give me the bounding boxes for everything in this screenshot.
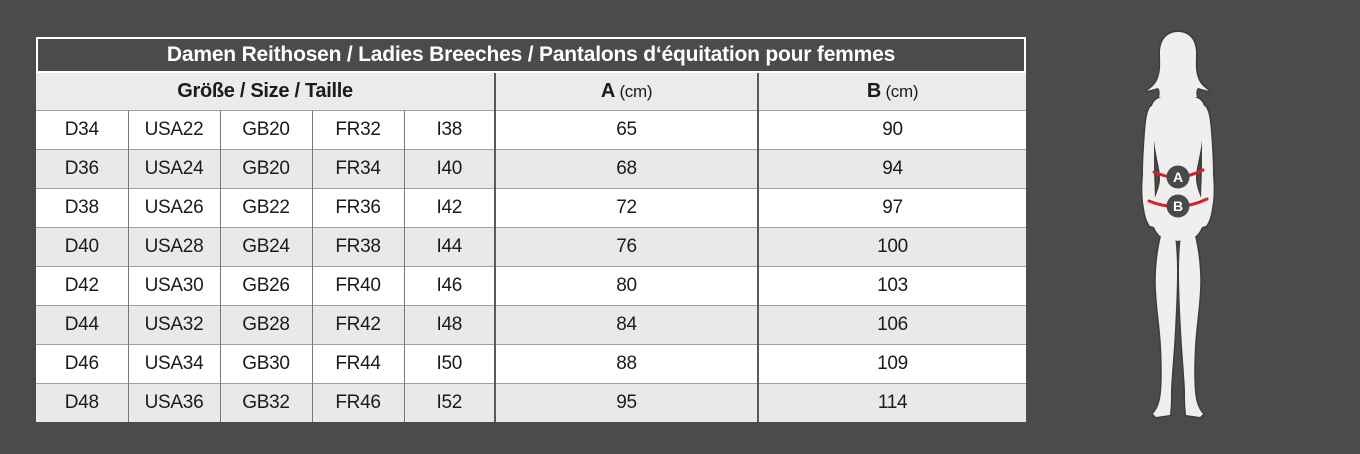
cell-size-fr: FR46 — [312, 383, 405, 422]
cell-measure-b: 100 — [757, 227, 1027, 267]
marker-a-circle — [1166, 165, 1190, 189]
cell-size-gb: GB32 — [220, 383, 313, 422]
cell-size-fr: FR42 — [312, 305, 405, 345]
cell-size-i: I38 — [404, 110, 496, 150]
cell-size-i: I44 — [404, 227, 496, 267]
cell-size-gb: GB30 — [220, 344, 313, 384]
cell-size-usa: USA36 — [128, 383, 221, 422]
cell-size-usa: USA22 — [128, 110, 221, 150]
cell-size-gb: GB26 — [220, 266, 313, 306]
cell-size-usa: USA24 — [128, 149, 221, 189]
cell-size-gb: GB24 — [220, 227, 313, 267]
cell-measure-a: 84 — [494, 305, 759, 345]
table-row: D42 USA30 GB26 FR40 I46 80 103 — [36, 266, 1027, 306]
cell-size-d: D42 — [36, 266, 129, 306]
cell-size-fr: FR36 — [312, 188, 405, 228]
table-row: D44 USA32 GB28 FR42 I48 84 106 — [36, 305, 1027, 345]
cell-measure-a: 95 — [494, 383, 759, 422]
cell-size-usa: USA34 — [128, 344, 221, 384]
cell-size-fr: FR34 — [312, 149, 405, 189]
cell-size-d: D36 — [36, 149, 129, 189]
cell-measure-a: 68 — [494, 149, 759, 189]
header-size-group: Größe / Size / Taille — [36, 73, 496, 111]
header-row: Größe / Size / Taille A (cm) B (cm) — [36, 73, 1027, 111]
table-row: D48 USA36 GB32 FR46 I52 95 114 — [36, 383, 1027, 422]
size-table: Größe / Size / Taille A (cm) B (cm) D34 … — [36, 73, 1027, 422]
cell-size-gb: GB20 — [220, 110, 313, 150]
cell-size-d: D46 — [36, 344, 129, 384]
cell-size-fr: FR38 — [312, 227, 405, 267]
header-measure-a: A (cm) — [494, 73, 759, 111]
cell-size-d: D40 — [36, 227, 129, 267]
marker-a-label: A — [1173, 169, 1183, 185]
header-b-label: B — [866, 80, 882, 102]
marker-b-label: B — [1173, 198, 1183, 214]
cell-measure-b: 97 — [757, 188, 1027, 228]
size-table-container: Damen Reithosen / Ladies Breeches / Pant… — [36, 37, 1027, 422]
cell-size-gb: GB22 — [220, 188, 313, 228]
header-b-unit: (cm) — [881, 82, 919, 101]
cell-size-usa: USA26 — [128, 188, 221, 228]
cell-size-usa: USA32 — [128, 305, 221, 345]
cell-measure-a: 72 — [494, 188, 759, 228]
header-a-unit: (cm) — [615, 82, 653, 101]
table-row: D34 USA22 GB20 FR32 I38 65 90 — [36, 110, 1027, 150]
cell-size-usa: USA30 — [128, 266, 221, 306]
cell-size-d: D44 — [36, 305, 129, 345]
marker-b: B — [1166, 194, 1190, 218]
cell-measure-b: 103 — [757, 266, 1027, 306]
cell-size-fr: FR32 — [312, 110, 405, 150]
cell-measure-a: 80 — [494, 266, 759, 306]
table-row: D36 USA24 GB20 FR34 I40 68 94 — [36, 149, 1027, 189]
cell-size-d: D34 — [36, 110, 129, 150]
cell-measure-b: 109 — [757, 344, 1027, 384]
header-a-label: A — [600, 80, 616, 102]
marker-a: A — [1166, 165, 1190, 189]
cell-size-fr: FR44 — [312, 344, 405, 384]
cell-measure-a: 88 — [494, 344, 759, 384]
cell-size-d: D38 — [36, 188, 129, 228]
table-row: D38 USA26 GB22 FR36 I42 72 97 — [36, 188, 1027, 228]
cell-measure-b: 106 — [757, 305, 1027, 345]
cell-measure-a: 65 — [494, 110, 759, 150]
measurement-figure: A B — [1140, 30, 1216, 419]
cell-measure-b: 94 — [757, 149, 1027, 189]
cell-size-i: I52 — [404, 383, 496, 422]
cell-size-gb: GB28 — [220, 305, 313, 345]
cell-measure-b: 114 — [757, 383, 1027, 422]
cell-size-gb: GB20 — [220, 149, 313, 189]
cell-size-i: I50 — [404, 344, 496, 384]
table-row: D46 USA34 GB30 FR44 I50 88 109 — [36, 344, 1027, 384]
table-title: Damen Reithosen / Ladies Breeches / Pant… — [36, 37, 1026, 73]
cell-measure-a: 76 — [494, 227, 759, 267]
cell-size-i: I42 — [404, 188, 496, 228]
cell-size-usa: USA28 — [128, 227, 221, 267]
cell-size-i: I48 — [404, 305, 496, 345]
table-row: D40 USA28 GB24 FR38 I44 76 100 — [36, 227, 1027, 267]
header-measure-b: B (cm) — [757, 73, 1027, 111]
cell-size-i: I46 — [404, 266, 496, 306]
cell-measure-b: 90 — [757, 110, 1027, 150]
cell-size-fr: FR40 — [312, 266, 405, 306]
marker-b-circle — [1166, 194, 1190, 218]
cell-size-i: I40 — [404, 149, 496, 189]
cell-size-d: D48 — [36, 383, 129, 422]
